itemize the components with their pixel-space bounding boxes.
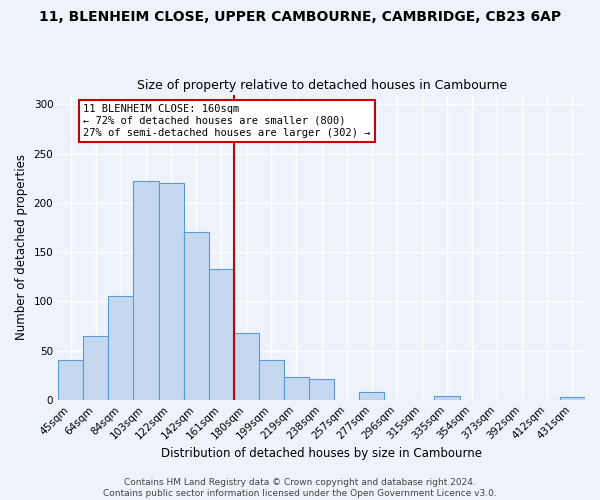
Bar (158, 183, 184, 400)
Bar (209, 269, 234, 400)
X-axis label: Distribution of detached houses by size in Cambourne: Distribution of detached houses by size … (161, 447, 482, 460)
Bar (359, 392, 385, 400)
Bar (234, 333, 259, 400)
Bar (434, 396, 460, 400)
Bar (560, 397, 585, 400)
Text: 11 BLENHEIM CLOSE: 160sqm
← 72% of detached houses are smaller (800)
27% of semi: 11 BLENHEIM CLOSE: 160sqm ← 72% of detac… (83, 104, 371, 138)
Bar (284, 377, 309, 400)
Bar (109, 296, 133, 400)
Title: Size of property relative to detached houses in Cambourne: Size of property relative to detached ho… (137, 79, 506, 92)
Bar (184, 232, 209, 400)
Bar (133, 181, 158, 400)
Y-axis label: Number of detached properties: Number of detached properties (15, 154, 28, 340)
Bar (83, 336, 109, 400)
Bar (309, 379, 334, 400)
Bar (58, 360, 83, 400)
Text: Contains HM Land Registry data © Crown copyright and database right 2024.
Contai: Contains HM Land Registry data © Crown c… (103, 478, 497, 498)
Text: 11, BLENHEIM CLOSE, UPPER CAMBOURNE, CAMBRIDGE, CB23 6AP: 11, BLENHEIM CLOSE, UPPER CAMBOURNE, CAM… (39, 10, 561, 24)
Bar (259, 360, 284, 400)
